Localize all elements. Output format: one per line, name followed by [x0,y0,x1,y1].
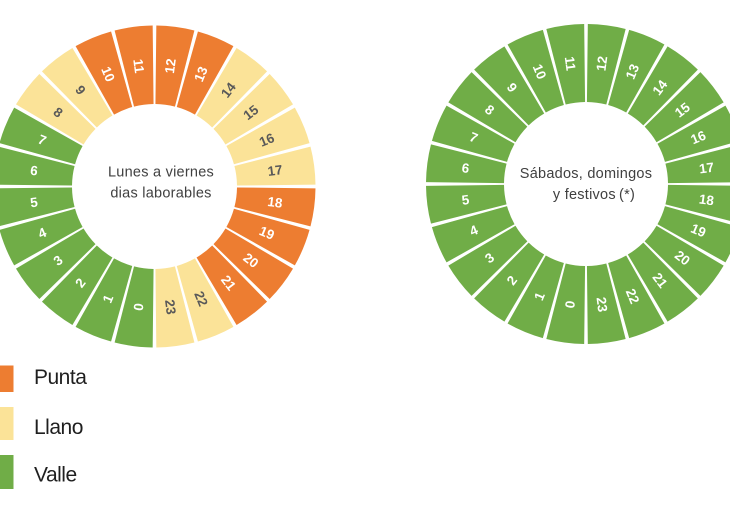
svg-text:6: 6 [461,160,470,176]
svg-text:22: 22 [623,287,643,307]
svg-text:Sábados, domingos: Sábados, domingos [520,166,652,182]
svg-text:y festivos (*): y festivos (*) [553,187,635,203]
svg-text:17: 17 [698,160,715,177]
svg-text:0: 0 [562,300,578,309]
svg-text:19: 19 [257,223,277,243]
svg-text:dias laborables: dias laborables [110,186,211,202]
svg-text:10: 10 [98,64,118,84]
svg-text:22: 22 [191,289,211,309]
svg-text:11: 11 [130,58,147,75]
svg-text:11: 11 [562,56,579,73]
svg-text:Lunes a viernes: Lunes a viernes [108,165,214,181]
svg-text:0: 0 [131,302,147,311]
svg-text:10: 10 [530,62,550,82]
svg-text:17: 17 [267,162,284,179]
svg-text:18: 18 [698,191,715,208]
svg-text:18: 18 [267,194,284,211]
svg-text:20: 20 [240,250,261,271]
svg-text:6: 6 [29,163,38,179]
svg-text:Punta: Punta [34,366,87,389]
svg-text:23: 23 [593,296,610,313]
svg-text:20: 20 [672,248,693,269]
svg-text:16: 16 [689,128,709,148]
svg-text:16: 16 [257,130,277,150]
svg-text:19: 19 [689,221,709,241]
svg-text:13: 13 [623,62,643,82]
svg-text:12: 12 [593,55,610,72]
svg-text:5: 5 [29,194,39,210]
svg-text:5: 5 [461,192,471,208]
svg-text:Valle: Valle [34,464,77,487]
svg-text:23: 23 [162,299,179,316]
svg-text:Llano: Llano [34,416,83,439]
svg-text:12: 12 [162,58,179,75]
svg-text:13: 13 [191,64,211,84]
